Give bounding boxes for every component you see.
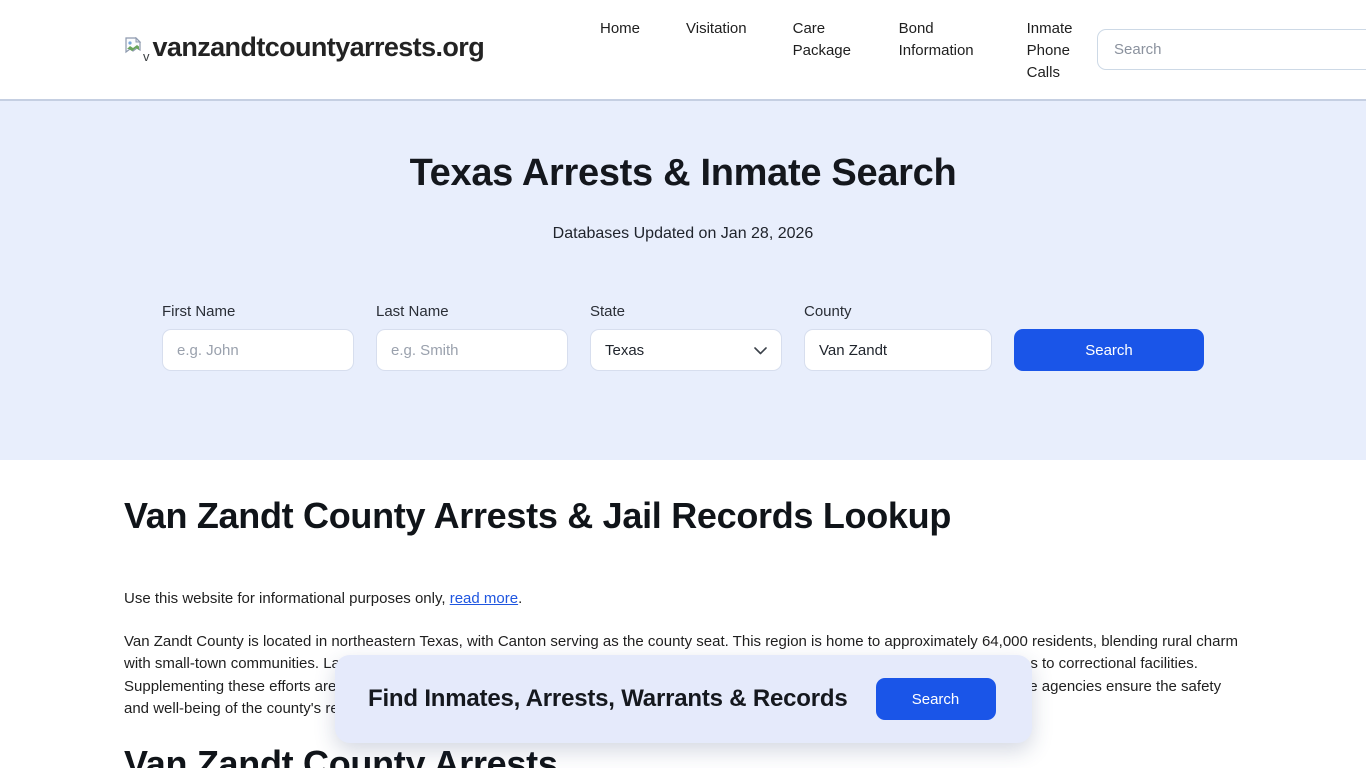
state-label: State <box>590 303 626 320</box>
nav-item-bond-information[interactable]: Bond Information <box>898 20 974 59</box>
nav-item-visitation[interactable]: Visitation <box>686 20 747 37</box>
last-name-group: Last Name <box>376 303 568 371</box>
first-name-label: First Name <box>162 303 236 320</box>
promo-banner: Find Inmates, Arrests, Warrants & Record… <box>335 655 1032 743</box>
disclaimer-period: . <box>518 590 523 607</box>
last-name-label: Last Name <box>376 303 449 320</box>
promo-banner-title: Find Inmates, Arrests, Warrants & Record… <box>368 685 848 712</box>
county-label: County <box>804 303 852 320</box>
hero-subtitle: Databases Updated on Jan 28, 2026 <box>552 225 814 242</box>
state-group: State Texas <box>590 303 782 371</box>
inmate-search-form: First Name Last Name State Texas County … <box>0 303 1366 371</box>
header: v vanzandtcountyarrests.org Home Visitat… <box>0 0 1366 99</box>
hero-title: Texas Arrests & Inmate Search <box>409 152 957 194</box>
site-logo[interactable]: v vanzandtcountyarrests.org <box>124 32 485 64</box>
county-group: County <box>804 303 992 371</box>
site-name: vanzandtcountyarrests.org <box>152 32 485 62</box>
nav-item-care-package[interactable]: Care Package <box>792 20 851 59</box>
chevron-down-icon <box>754 342 767 359</box>
first-name-input[interactable] <box>162 329 354 371</box>
disclaimer-text: Use this website for informational purpo… <box>124 590 450 607</box>
broken-image-icon <box>124 36 142 62</box>
state-select-value: Texas <box>605 341 645 359</box>
promo-search-button[interactable]: Search <box>875 678 996 720</box>
nav-item-home[interactable]: Home <box>600 20 641 37</box>
page-title: Van Zandt County Arrests & Jail Records … <box>124 495 952 536</box>
last-name-input[interactable] <box>376 329 568 371</box>
hero-section: Texas Arrests & Inmate Search Databases … <box>0 99 1366 460</box>
header-search-input[interactable] <box>1097 29 1366 70</box>
section-heading-arrests: Van Zandt County Arrests <box>124 742 558 768</box>
main-nav: Home Visitation Care Package Bond Inform… <box>600 18 1077 84</box>
nav-item-inmate-phone-calls[interactable]: Inmate Phone Calls <box>1026 20 1073 81</box>
state-select[interactable]: Texas <box>590 329 782 371</box>
logo-alt-text: v <box>143 49 150 64</box>
disclaimer: Use this website for informational purpo… <box>124 590 1242 607</box>
search-button[interactable]: Search <box>1014 329 1204 371</box>
county-input[interactable] <box>804 329 992 371</box>
read-more-link[interactable]: read more <box>449 590 519 607</box>
first-name-group: First Name <box>162 303 354 371</box>
